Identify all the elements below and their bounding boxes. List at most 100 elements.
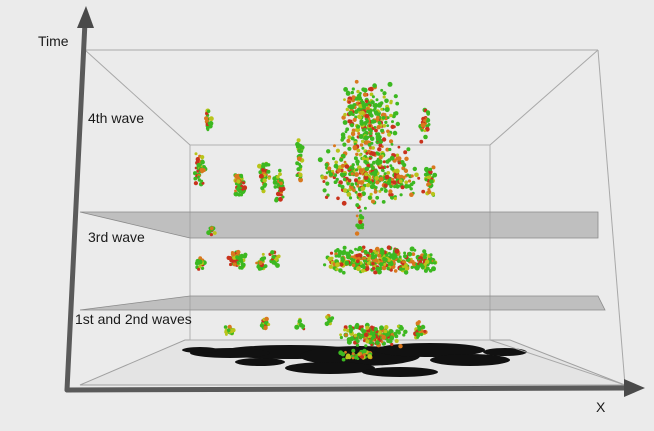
event-point (383, 263, 387, 266)
event-point (395, 184, 400, 189)
event-point (223, 325, 228, 329)
event-point (417, 176, 421, 180)
event-point (397, 259, 401, 263)
event-point (320, 175, 325, 180)
event-point (200, 266, 205, 270)
event-point (367, 101, 371, 105)
event-point (385, 147, 390, 152)
event-point (343, 87, 348, 92)
event-point (261, 162, 265, 166)
event-point (335, 267, 339, 271)
event-point (378, 176, 384, 182)
event-point (430, 191, 436, 197)
event-point (325, 181, 330, 186)
event-point (387, 132, 392, 137)
event-point (420, 265, 425, 270)
event-point (339, 157, 344, 162)
event-point (238, 189, 242, 194)
event-point (397, 161, 401, 165)
event-point (362, 348, 367, 354)
event-point (344, 333, 348, 337)
event-point (413, 248, 417, 252)
event-point (371, 262, 375, 266)
event-point (389, 268, 393, 272)
event-point (401, 262, 405, 266)
event-point (368, 157, 372, 160)
map-region (285, 362, 375, 374)
event-point (341, 115, 346, 120)
event-point (271, 260, 277, 265)
event-point (405, 266, 409, 271)
event-point (376, 132, 381, 137)
event-point (431, 165, 436, 170)
event-point (361, 87, 366, 92)
layer-label-3rd-wave: 3rd wave (88, 229, 145, 245)
event-point (363, 175, 369, 181)
event-point (372, 103, 377, 108)
event-point (374, 111, 379, 116)
event-point (384, 174, 390, 180)
event-point (278, 196, 283, 202)
event-point (369, 163, 374, 168)
event-point (340, 168, 344, 173)
event-point (371, 166, 375, 170)
event-point (356, 148, 361, 153)
event-point (239, 173, 244, 178)
event-point (421, 189, 426, 194)
wave-separator-plane-lower (79, 295, 606, 311)
event-point (348, 196, 353, 200)
event-point (275, 256, 279, 260)
event-point (352, 188, 356, 193)
event-point (333, 144, 336, 148)
event-point (327, 166, 332, 171)
event-point (393, 197, 397, 201)
event-point (356, 357, 360, 360)
event-point (386, 245, 392, 250)
event-point (347, 100, 351, 104)
event-point (297, 319, 302, 324)
event-point (342, 120, 348, 125)
event-point (322, 188, 327, 193)
event-point (395, 153, 400, 158)
event-point (354, 324, 360, 330)
event-point (364, 344, 368, 348)
event-point (342, 245, 347, 250)
event-point (204, 116, 209, 121)
event-point (196, 162, 202, 168)
event-points (193, 79, 438, 362)
event-point (355, 339, 360, 343)
event-point (369, 136, 375, 141)
event-point (425, 110, 431, 115)
event-point (350, 172, 354, 176)
event-point (336, 196, 340, 201)
event-point (363, 127, 367, 131)
event-point (239, 255, 243, 259)
event-point (360, 355, 365, 359)
event-point (385, 159, 390, 164)
event-point (423, 254, 427, 258)
event-point (391, 120, 394, 124)
event-point (351, 87, 355, 91)
event-point (400, 185, 405, 190)
event-point (406, 147, 411, 152)
x-axis-arrowhead (624, 379, 645, 397)
event-point (228, 256, 232, 260)
event-point (360, 100, 365, 105)
event-point (424, 178, 428, 182)
event-point (415, 332, 419, 336)
event-point (198, 265, 202, 269)
event-point (392, 180, 397, 185)
event-point (341, 357, 346, 362)
event-point (341, 135, 346, 140)
event-point (368, 124, 372, 128)
event-point (375, 340, 380, 345)
event-point (365, 151, 369, 155)
event-point (374, 246, 380, 252)
event-point (398, 255, 402, 259)
event-point (382, 160, 386, 164)
event-point (353, 156, 358, 161)
event-point (427, 123, 431, 126)
event-point (363, 206, 367, 210)
event-point (380, 107, 383, 111)
